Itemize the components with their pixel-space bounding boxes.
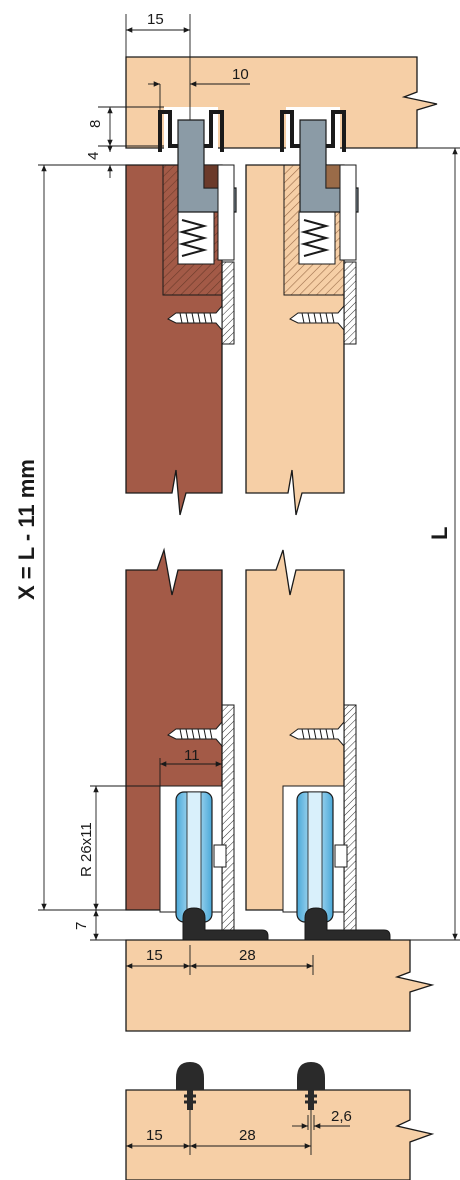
- bottom-board: [125, 939, 435, 1032]
- dim-bottom-gap: 7: [73, 922, 90, 930]
- formula-label: X = L - 11 mm: [14, 459, 39, 600]
- dim-pin-diameter: 2,6: [331, 1108, 352, 1125]
- top-rail-board: [125, 56, 438, 152]
- dim-top-depth: 8: [87, 120, 104, 128]
- right-bottom-wheel: [289, 704, 391, 941]
- dim-bottom-edge: 15: [146, 947, 163, 964]
- dim-wheel-offset: 11: [184, 747, 200, 764]
- dim-bottom-spacing: 28: [239, 947, 256, 964]
- dim-top-slot: 10: [232, 66, 249, 83]
- dim-pin-spacing: 28: [239, 1127, 256, 1144]
- left-bottom-wheel: [167, 704, 269, 941]
- total-length-label: L: [427, 527, 452, 540]
- left-pin: [176, 1062, 204, 1110]
- right-door-upper: [245, 164, 345, 516]
- pin-board: [125, 1089, 435, 1180]
- dim-top-gap: 4: [85, 152, 102, 160]
- left-top-guide: [167, 119, 237, 345]
- right-top-guide: [289, 119, 359, 345]
- dim-pin-edge: 15: [146, 1127, 163, 1144]
- left-door-upper: [125, 164, 223, 516]
- right-pin: [297, 1062, 325, 1110]
- dim-top-width: 15: [147, 11, 164, 28]
- dimension-lines: [38, 14, 460, 1155]
- dim-wheel-spec: R 26x11: [78, 822, 95, 877]
